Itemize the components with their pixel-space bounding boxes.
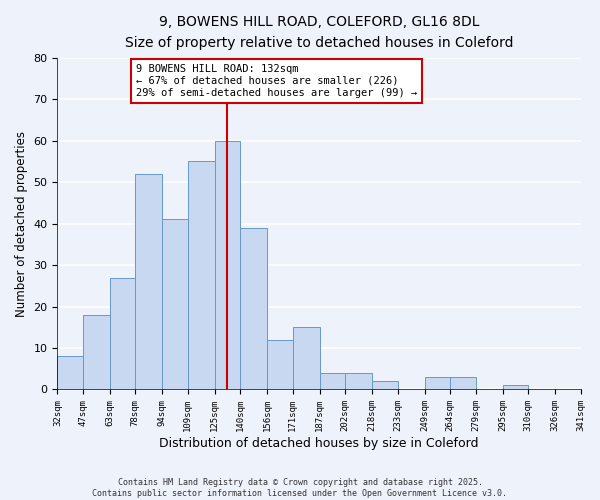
Bar (372, 381, 398, 390)
Bar (135, 174, 163, 390)
Bar (425, 377, 450, 390)
Bar (83, 315, 110, 390)
Bar (110, 278, 135, 390)
X-axis label: Distribution of detached houses by size in Coleford: Distribution of detached houses by size … (159, 437, 479, 450)
Bar (345, 373, 372, 390)
Title: 9, BOWENS HILL ROAD, COLEFORD, GL16 8DL
Size of property relative to detached ho: 9, BOWENS HILL ROAD, COLEFORD, GL16 8DL … (125, 15, 513, 50)
Bar (58, 356, 83, 390)
Bar (240, 228, 268, 390)
Bar (450, 377, 476, 390)
Bar (188, 162, 215, 390)
Y-axis label: Number of detached properties: Number of detached properties (15, 130, 28, 316)
Bar (320, 373, 345, 390)
Bar (293, 328, 320, 390)
Bar (215, 140, 240, 390)
Bar (503, 386, 528, 390)
Bar (268, 340, 293, 390)
Text: Contains HM Land Registry data © Crown copyright and database right 2025.
Contai: Contains HM Land Registry data © Crown c… (92, 478, 508, 498)
Text: 9 BOWENS HILL ROAD: 132sqm
← 67% of detached houses are smaller (226)
29% of sem: 9 BOWENS HILL ROAD: 132sqm ← 67% of deta… (136, 64, 417, 98)
Bar (163, 220, 188, 390)
